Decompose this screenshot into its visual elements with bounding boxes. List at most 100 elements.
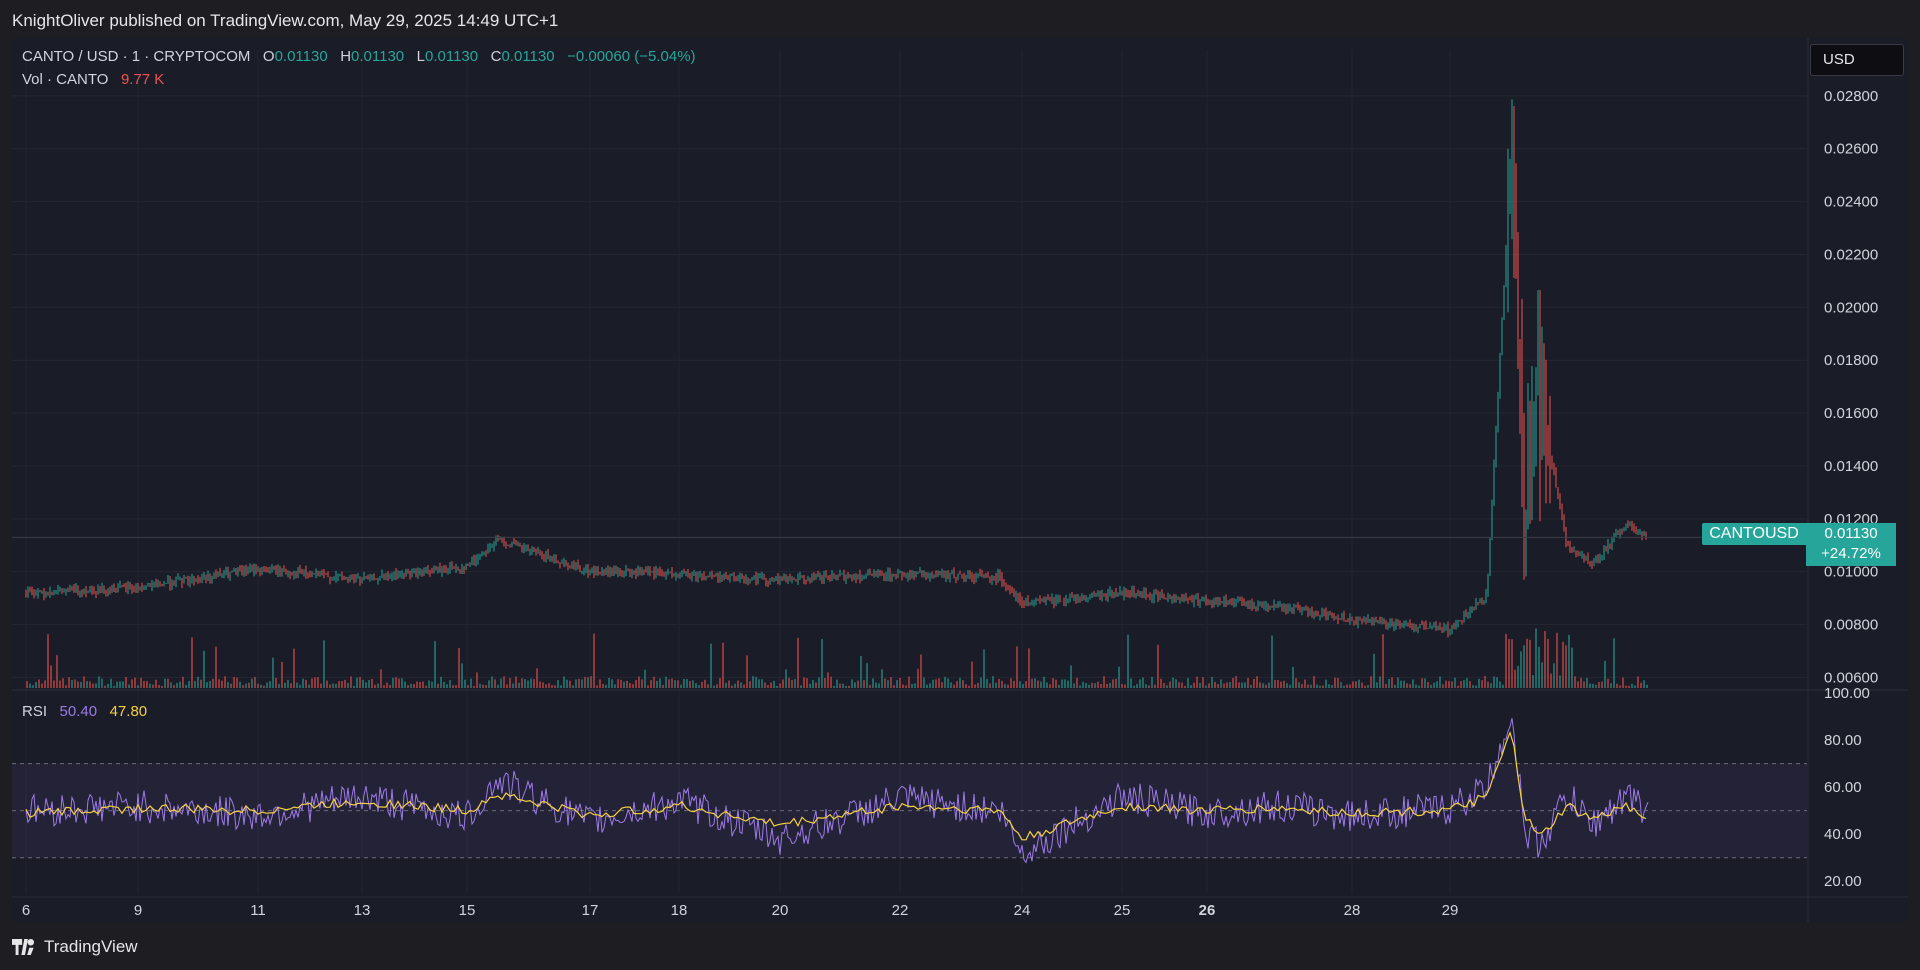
volume-bar	[1622, 677, 1624, 688]
rsi-tick-label: 20.00	[1824, 873, 1862, 890]
volume-bar	[362, 679, 364, 688]
volume-bar	[884, 678, 886, 688]
volume-bar	[797, 637, 799, 688]
volume-bar	[1298, 682, 1300, 688]
volume-bar	[1343, 685, 1345, 688]
volume-bar	[917, 668, 919, 688]
volume-bar	[1124, 684, 1126, 688]
volume-bar	[1067, 680, 1069, 688]
volume-bar	[1241, 682, 1243, 688]
chart-frame[interactable]: 0.02800 0.02600 0.02400 0.02200 0.02000 0.018…	[12, 38, 1908, 922]
volume-bar	[197, 676, 199, 688]
volume-bar	[980, 677, 982, 688]
volume-bar	[422, 681, 424, 688]
volume-bar	[554, 685, 556, 688]
volume-bar	[1208, 683, 1210, 688]
volume-bar	[1544, 631, 1546, 688]
volume-bar	[290, 683, 292, 688]
volume-bar	[1472, 685, 1474, 688]
volume-bar	[170, 682, 172, 688]
volume-bar	[1400, 680, 1402, 688]
volume-bar	[593, 633, 595, 688]
volume-bar	[338, 681, 340, 688]
low-value: 0.01130	[425, 48, 479, 65]
volume-bar	[101, 678, 103, 688]
volume-bar	[998, 679, 1000, 688]
open-label: O	[262, 48, 275, 65]
volume-bar	[1154, 684, 1156, 688]
volume-bar	[1088, 684, 1090, 688]
volume-bar	[281, 661, 283, 688]
volume-bar	[116, 681, 118, 688]
publisher-line: KnightOliver published on TradingView.co…	[12, 11, 559, 30]
volume-bar	[746, 655, 748, 688]
volume-bar	[935, 679, 937, 688]
volume-bar	[1244, 682, 1246, 688]
volume-bar	[1271, 635, 1273, 688]
time-tick-label: 20	[772, 902, 789, 919]
volume-bar	[452, 685, 454, 688]
volume-bar	[1139, 679, 1141, 688]
volume-bar	[1466, 678, 1468, 688]
volume-bar	[827, 672, 829, 688]
volume-bar	[626, 680, 628, 688]
volume-bar	[824, 677, 826, 688]
chart-canvas[interactable]: 0.02800 0.02600 0.02400 0.02200 0.02000 0.018…	[12, 38, 1908, 922]
volume-bar	[344, 679, 346, 688]
volume-bar	[485, 685, 487, 688]
volume-label[interactable]: Vol · CANTO	[22, 71, 109, 88]
time-tick-label: 22	[892, 902, 909, 919]
rsi-tick-label: 100.00	[1824, 685, 1870, 702]
volume-bar	[1559, 675, 1561, 688]
volume-bar	[764, 682, 766, 688]
rsi-label[interactable]: RSI	[22, 703, 48, 720]
volume-bar	[1412, 679, 1414, 688]
volume-bar	[1256, 676, 1258, 688]
time-tick-label: 26	[1199, 902, 1216, 919]
volume-bar	[71, 679, 73, 688]
volume-bar	[977, 682, 979, 688]
volume-bar	[278, 683, 280, 688]
volume-bar	[809, 683, 811, 688]
symbol-label[interactable]: CANTO / USD · 1 · CRYPTOCOM	[22, 48, 251, 65]
volume-bar	[908, 676, 910, 688]
volume-bar	[1457, 685, 1459, 688]
volume-bar	[206, 682, 208, 688]
volume-bar	[611, 679, 613, 688]
volume-bar	[632, 684, 634, 688]
volume-bar	[755, 676, 757, 688]
volume-bar	[1487, 681, 1489, 688]
volume-bar	[1115, 678, 1117, 688]
volume-bar	[1646, 684, 1648, 688]
volume-bar	[44, 680, 46, 688]
volume-bar	[1451, 681, 1453, 688]
volume-bar	[887, 680, 889, 688]
volume-bar	[812, 679, 814, 688]
volume-bar	[635, 680, 637, 688]
volume-bar	[716, 684, 718, 688]
volume-bar	[569, 680, 571, 688]
volume-bar	[596, 685, 598, 688]
volume-bar	[833, 685, 835, 688]
volume-bar	[740, 682, 742, 688]
volume-bar	[989, 683, 991, 688]
tradingview-logo[interactable]: TradingView	[12, 934, 138, 960]
volume-bar	[296, 682, 298, 688]
volume-bar	[335, 683, 337, 688]
volume-bar	[677, 680, 679, 688]
volume-bar	[38, 679, 40, 688]
time-tick-label: 17	[582, 902, 599, 919]
volume-bar	[1562, 641, 1564, 688]
volume-bar	[758, 679, 760, 688]
volume-bar	[869, 684, 871, 688]
volume-bar	[1166, 685, 1168, 688]
volume-bar	[974, 684, 976, 688]
currency-selector[interactable]: USD	[1810, 44, 1904, 76]
time-tick-label: 9	[134, 902, 142, 919]
volume-bar	[224, 676, 226, 688]
last-price-tag: 0.01130 +24.72%	[1806, 523, 1896, 566]
volume-bar	[203, 650, 205, 688]
volume-bar	[248, 682, 250, 688]
volume-bar	[1385, 684, 1387, 688]
volume-bar	[59, 680, 61, 688]
